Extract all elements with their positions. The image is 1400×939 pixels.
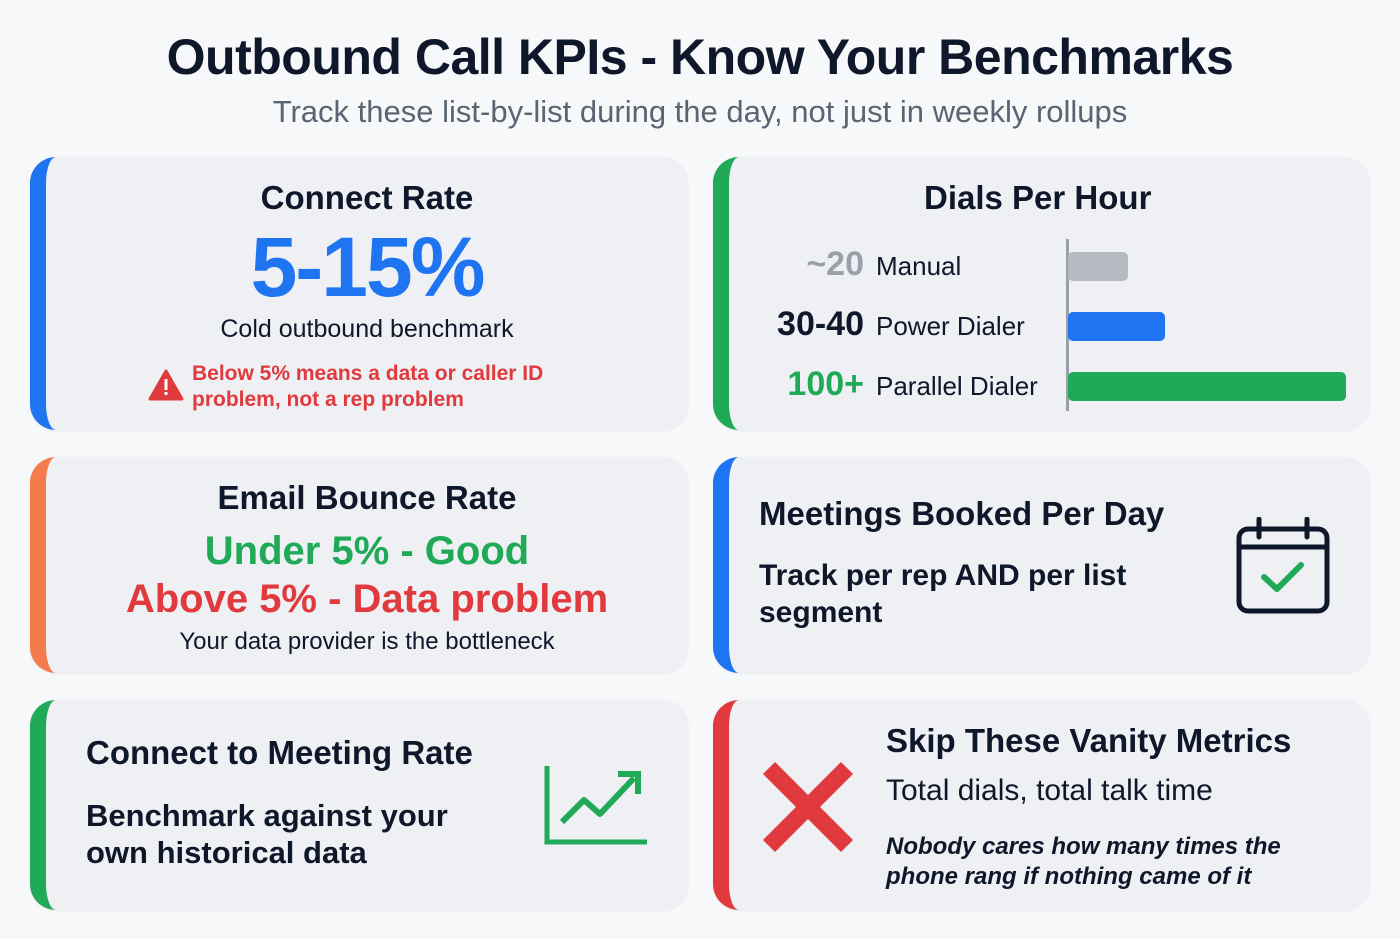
trend-up-chart-icon <box>544 766 647 845</box>
card-title: Meetings Booked Per Day <box>759 495 1165 532</box>
dial-value: ~20 <box>806 245 864 283</box>
calendar-check-icon <box>1236 517 1330 614</box>
card-title: Connect Rate <box>260 179 474 216</box>
dial-bar <box>1068 312 1166 341</box>
warning-text: Below 5% means a data or caller ID proble… <box>192 362 544 411</box>
card-title: Email Bounce Rate <box>217 479 517 516</box>
dial-row: ~20 Manual <box>729 245 1370 285</box>
dials-per-hour-card: Dials Per Hour ~20 Manual 30-40 Power Diale… <box>713 157 1370 430</box>
connect-rate-card: Connect Rate 5-15% Cold outbound benchma… <box>30 157 688 430</box>
warning-icon <box>148 369 184 401</box>
meetings-text: Track per rep AND per list segment <box>759 559 1127 629</box>
card-title: Dials Per Hour <box>924 179 1152 216</box>
page-title: Outbound Call KPIs - Know Your Benchmark… <box>166 29 1234 85</box>
card-title: Skip These Vanity Metrics <box>886 722 1292 759</box>
bad-threshold: Above 5% - Data problem <box>125 577 609 621</box>
dial-value: 100+ <box>787 365 864 403</box>
card-title: Connect to Meeting Rate <box>86 734 473 771</box>
connect-meeting-card: Connect to Meeting Rate Benchmark agains… <box>30 700 688 910</box>
connect-meeting-text: Benchmark against your own historical dat… <box>86 798 448 870</box>
vanity-text: Total dials, total talk time <box>886 774 1213 807</box>
dial-bar <box>1068 372 1346 401</box>
vanity-note: Nobody cares how many times the phone ran… <box>886 833 1281 890</box>
good-threshold: Under 5% - Good <box>204 529 530 573</box>
meetings-card: Meetings Booked Per Day Track per rep AN… <box>713 457 1370 673</box>
chart-axis <box>1066 239 1069 411</box>
dial-bar <box>1068 252 1128 281</box>
caption: Your data provider is the bottleneck <box>179 628 555 655</box>
dial-label: Power Dialer <box>876 311 1025 341</box>
email-bounce-card: Email Bounce Rate Under 5% - Good Above … <box>30 457 688 673</box>
dial-value: 30-40 <box>777 305 864 343</box>
dial-label: Manual <box>876 251 962 281</box>
caption: Cold outbound benchmark <box>220 315 514 343</box>
cross-icon <box>762 761 854 853</box>
dial-row: 30-40 Power Dialer <box>729 305 1370 345</box>
dial-row: 100+ Parallel Dialer <box>729 365 1370 405</box>
page-subtitle: Track these list-by-list during the day,… <box>272 94 1128 129</box>
vanity-metrics-card: Skip These Vanity Metrics Total dials, t… <box>713 700 1370 910</box>
connect-rate-value: 5-15% <box>250 220 486 314</box>
dial-label: Parallel Dialer <box>876 371 1038 401</box>
